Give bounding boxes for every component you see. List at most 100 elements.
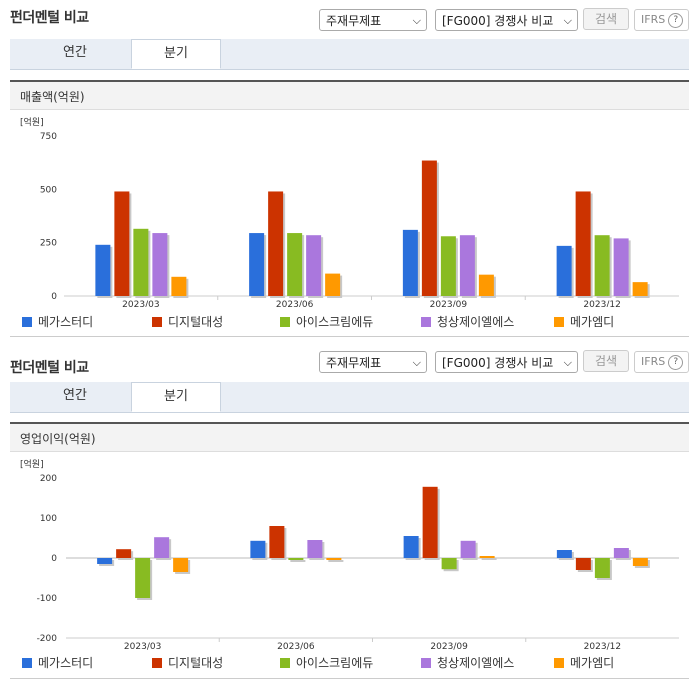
legend-label: 아이스크림에듀 (296, 656, 374, 670)
y-tick-label: 200 (40, 474, 57, 484)
legend-label: 아이스크림에듀 (296, 315, 374, 329)
bar-2-4[interactable] (479, 556, 495, 558)
revenue-chart-svg: [억원] 0 250 500 750 2023/03 2023/06 2023/09 2023/… (20, 116, 679, 310)
bar-3-0[interactable] (556, 550, 572, 558)
bar-1-3[interactable] (307, 540, 323, 558)
y-tick-label: -100 (37, 594, 58, 604)
bar-1-3[interactable] (306, 235, 322, 296)
bar-0-2[interactable] (135, 558, 151, 598)
statement-select[interactable]: 주재무제표 ⌵ (319, 351, 427, 373)
legend-swatch (421, 317, 431, 327)
chevron-down-icon: ⌵ (412, 14, 421, 27)
bar-1-2[interactable] (288, 558, 304, 560)
bar-0-3[interactable] (152, 233, 168, 296)
legend-item[interactable]: 청상제이엘에스 (421, 313, 514, 330)
help-icon[interactable]: ? (668, 12, 684, 28)
bar-2-1[interactable] (422, 486, 438, 558)
bar-1-0[interactable] (250, 540, 266, 558)
legend-swatch (280, 658, 290, 668)
tab-annual[interactable]: 연간 (63, 45, 87, 60)
bar-3-0[interactable] (556, 245, 572, 296)
legend-label: 디지털대성 (168, 315, 224, 329)
x-tick-label: 2023/12 (584, 642, 621, 652)
period-tabs: 연간 분기 (10, 39, 689, 70)
x-tick-label: 2023/06 (276, 300, 314, 307)
bar-0-2[interactable] (133, 228, 149, 296)
bar-0-4[interactable] (173, 558, 189, 572)
bar-0-1[interactable] (114, 191, 130, 296)
bar-3-2[interactable] (594, 558, 610, 578)
tab-quarter[interactable]: 분기 (131, 39, 221, 69)
bar-shadow (328, 560, 344, 562)
y-tick-label: 750 (40, 132, 57, 142)
bar-0-0[interactable] (95, 244, 111, 296)
legend-item[interactable]: 디지털대성 (152, 654, 223, 671)
bar-1-1[interactable] (269, 526, 285, 558)
bar-0-4[interactable] (171, 276, 187, 296)
legend-label: 메가엠디 (570, 315, 615, 329)
peer-group-select[interactable]: [FG000] 경쟁사 비교 ⌵ (435, 351, 578, 373)
operating-profit-chart: [억원] -200 -100 0 100 200 2023/03 2023/06 2023/09… (10, 454, 689, 654)
bar-1-4[interactable] (325, 273, 341, 296)
bar-3-4[interactable] (632, 558, 648, 566)
legend-item[interactable]: 디지털대성 (152, 313, 223, 330)
legend-item[interactable]: 메가엠디 (554, 654, 614, 671)
search-button[interactable]: 검색 (583, 8, 629, 30)
peer-group-select[interactable]: [FG000] 경쟁사 비교 ⌵ (435, 9, 578, 31)
bar-2-3[interactable] (460, 540, 476, 558)
panel-title: 펀더멘털 비교 (10, 10, 89, 26)
bar-1-1[interactable] (268, 191, 284, 296)
bar-2-3[interactable] (459, 235, 475, 296)
bar-0-3[interactable] (154, 537, 170, 558)
y-tick-label: 500 (40, 185, 57, 195)
help-icon[interactable]: ? (668, 354, 684, 370)
metric-header: 영업이익(억원) (10, 422, 689, 452)
peer-group-select-value: [FG000] 경쟁사 비교 (442, 356, 554, 370)
legend-item[interactable]: 메가스터디 (22, 313, 93, 330)
fundamental-panel-revenue: 펀더멘털 비교 주재무제표 ⌵ [FG000] 경쟁사 비교 ⌵ 검색 IFRS… (0, 0, 696, 340)
legend-swatch (554, 317, 564, 327)
bar-2-1[interactable] (421, 160, 437, 296)
statement-select-value: 주재무제표 (326, 14, 382, 28)
legend-item[interactable]: 메가스터디 (22, 654, 93, 671)
bar-0-1[interactable] (116, 549, 132, 558)
ifrs-button[interactable]: IFRS? (634, 351, 689, 373)
x-tick-label: 2023/06 (277, 642, 315, 652)
bar-2-2[interactable] (440, 236, 456, 296)
legend-item[interactable]: 아이스크림에듀 (280, 313, 373, 330)
period-tabs: 연간 분기 (10, 382, 689, 413)
tab-quarter[interactable]: 분기 (131, 382, 221, 412)
bar-1-0[interactable] (249, 233, 265, 296)
bar-2-0[interactable] (402, 229, 418, 296)
legend-item[interactable]: 청상제이엘에스 (421, 654, 514, 671)
bar-3-3[interactable] (613, 548, 629, 558)
legend-label: 청상제이엘에스 (437, 656, 515, 670)
bar-2-4[interactable] (478, 274, 494, 296)
y-tick-label: 0 (51, 292, 57, 302)
bar-1-4[interactable] (326, 558, 342, 560)
bar-2-0[interactable] (403, 536, 419, 558)
ifrs-label: IFRS (641, 355, 666, 368)
y-tick-label: 0 (51, 554, 57, 564)
bar-2-2[interactable] (441, 558, 457, 570)
bar-3-1[interactable] (575, 558, 591, 570)
legend-label: 메가스터디 (38, 656, 94, 670)
bar-3-4[interactable] (632, 282, 648, 296)
divider (10, 336, 689, 337)
bar-0-0[interactable] (97, 558, 113, 564)
legend-swatch (22, 317, 32, 327)
legend-item[interactable]: 아이스크림에듀 (280, 654, 373, 671)
ifrs-button[interactable]: IFRS? (634, 9, 689, 31)
bar-3-3[interactable] (613, 238, 629, 296)
search-button[interactable]: 검색 (583, 350, 629, 372)
legend-swatch (554, 658, 564, 668)
y-unit-label: [억원] (20, 116, 44, 128)
bar-3-1[interactable] (575, 191, 591, 296)
bar-1-2[interactable] (287, 233, 303, 296)
chevron-down-icon: ⌵ (412, 356, 421, 369)
bar-3-2[interactable] (594, 235, 610, 296)
statement-select[interactable]: 주재무제표 ⌵ (319, 9, 427, 31)
legend-swatch (280, 317, 290, 327)
legend-item[interactable]: 메가엠디 (554, 313, 614, 330)
tab-annual[interactable]: 연간 (63, 388, 87, 403)
